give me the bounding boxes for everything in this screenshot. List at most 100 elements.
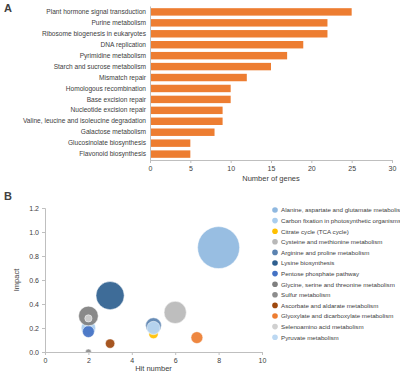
legend-marker <box>272 313 278 319</box>
legend-label: Alanine, aspartate and glutamate metabol… <box>281 206 400 213</box>
legend-item: Arginine and proline metabolism <box>272 249 369 256</box>
tick: Mismatch repair <box>99 74 147 82</box>
legend-marker <box>272 228 278 234</box>
legend-marker <box>272 260 278 266</box>
legend-label: Sulfur metabolism <box>281 291 331 298</box>
tick: 0 <box>44 352 48 364</box>
tick-mark <box>262 352 263 355</box>
tick: 0.4 <box>29 301 45 308</box>
tick-mark <box>42 328 45 329</box>
legend-label: Ascorbate and aldarate metabolism <box>281 302 378 309</box>
tick: 15 <box>268 160 276 172</box>
tick: 0.6 <box>29 277 45 284</box>
tick-label: 5 <box>189 165 193 172</box>
tick-mark <box>88 352 89 355</box>
tick-label: 1.0 <box>29 229 39 236</box>
tick: 10 <box>227 160 235 172</box>
tick-label: Flavonoid biosynthesis <box>79 150 146 158</box>
tick: 6 <box>174 352 178 364</box>
tick-label: 0.0 <box>29 349 39 356</box>
tick: Valine, leucine and isoleucine degradati… <box>23 117 146 125</box>
tick-label: 10 <box>227 165 235 172</box>
legend-marker <box>272 281 278 287</box>
tick-mark <box>175 352 176 355</box>
tick: Starch and sucrose metabolism <box>54 63 147 70</box>
tick: 1.0 <box>29 229 45 236</box>
bubble <box>85 349 91 352</box>
bubble <box>164 301 186 323</box>
bar <box>150 19 327 26</box>
tick: DNA replication <box>101 41 147 49</box>
tick-label: Base excision repair <box>87 96 147 104</box>
tick-label: 1.2 <box>29 205 39 212</box>
legend-label: Glycine, serine and threonine metabolism <box>281 281 395 288</box>
tick-label: Homologous recombination <box>66 85 147 93</box>
legend-item: Sulfur metabolism <box>272 291 330 298</box>
tick: Flavonoid biosynthesis <box>79 150 146 158</box>
tick: Purine metabolism <box>91 19 146 26</box>
tick-label: Plant hormone signal transduction <box>46 8 146 16</box>
legend-item: Cysteine and methionine metabolism <box>272 238 382 245</box>
tick-label: 0.6 <box>29 277 39 284</box>
legend-label: Carbon fixation in photosynthetic organi… <box>281 217 400 224</box>
legend-item: Carbon fixation in photosynthetic organi… <box>272 217 400 224</box>
bubble <box>96 282 124 310</box>
tick: Ribosome biogenesis in eukaryotes <box>42 30 147 38</box>
bubble <box>85 315 92 322</box>
bubble <box>105 339 114 348</box>
legend-item: Lysine biosynthesis <box>272 259 334 266</box>
tick-label: Galactose metabolism <box>81 128 147 135</box>
legend-item: Glyoxylate and dicarboxylate metabolism <box>272 312 393 319</box>
bar <box>150 150 190 157</box>
tick: 0.8 <box>29 253 45 260</box>
tick-mark <box>150 160 151 163</box>
tick-mark <box>219 352 220 355</box>
legend-marker <box>272 303 278 309</box>
bar <box>150 52 287 59</box>
legend-marker <box>272 334 278 340</box>
bar <box>150 8 352 15</box>
tick-label: Purine metabolism <box>91 19 146 26</box>
figure: APlant hormone signal transductionPurine… <box>0 0 400 374</box>
legend-label: Pyruvate metabolism <box>281 334 339 341</box>
legend-marker <box>272 218 278 224</box>
y-axis-title: Impact <box>12 268 21 291</box>
tick-mark <box>42 208 45 209</box>
panel-label: B <box>4 190 12 202</box>
x-axis-title: Number of genes <box>242 174 300 183</box>
tick-label: 0.8 <box>29 253 39 260</box>
tick-mark <box>311 160 312 163</box>
legend-label: Selenoamino acid metabolism <box>281 323 364 330</box>
tick-mark <box>392 160 393 163</box>
tick-mark <box>352 160 353 163</box>
legend-marker <box>272 207 278 213</box>
legend-label: Lysine biosynthesis <box>281 259 334 266</box>
tick-mark <box>42 352 45 353</box>
tick: 2 <box>87 352 91 364</box>
tick-label: Mismatch repair <box>99 74 147 82</box>
tick-label: Nucleotide excision repair <box>71 106 147 114</box>
tick: 10 <box>259 352 267 364</box>
bubble <box>147 321 160 334</box>
tick-mark <box>42 304 45 305</box>
tick: 20 <box>308 160 316 172</box>
bubbles <box>79 227 240 352</box>
tick-label: 15 <box>268 165 276 172</box>
tick-label: Valine, leucine and isoleucine degradati… <box>23 117 146 125</box>
legend-marker <box>272 271 278 277</box>
bar <box>150 107 223 114</box>
tick-label: 0.2 <box>29 325 39 332</box>
tick-mark <box>42 256 45 257</box>
legend-item: Pyruvate metabolism <box>272 334 339 341</box>
legend-marker <box>272 324 278 330</box>
tick: 4 <box>130 352 134 364</box>
tick: Glucosinolate biosynthesis <box>68 139 147 147</box>
bar <box>150 139 190 146</box>
tick-label: 0 <box>149 165 153 172</box>
legend-label: Glyoxylate and dicarboxylate metabolism <box>281 312 393 319</box>
tick-mark <box>231 160 232 163</box>
legend-item: Selenoamino acid metabolism <box>272 323 363 330</box>
bar <box>150 41 303 48</box>
bubble <box>82 326 94 338</box>
tick-label: 4 <box>130 357 134 364</box>
